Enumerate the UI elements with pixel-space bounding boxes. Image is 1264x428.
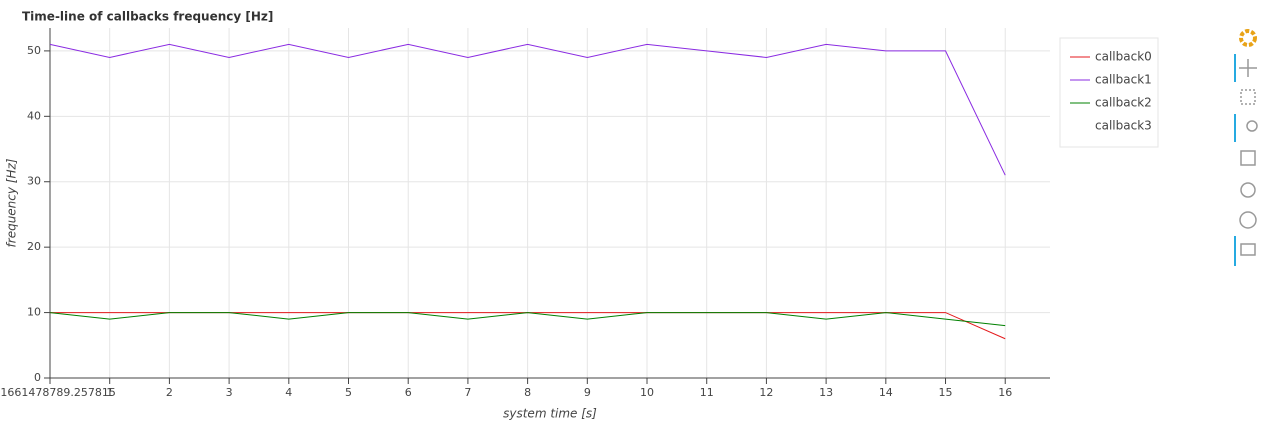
bokeh-logo <box>1239 29 1257 47</box>
save-tool[interactable] <box>1240 150 1256 166</box>
series-line <box>49 43 1006 176</box>
x-tick-label: 7 <box>464 386 471 399</box>
tool-active <box>1234 54 1236 82</box>
box-zoom-tool[interactable] <box>1240 89 1256 105</box>
x-tick-label: 11 <box>700 386 714 399</box>
x-axis-label: system time [s] <box>503 407 597 421</box>
x-tick-label: 1 <box>106 386 113 399</box>
x-tick-label: 8 <box>524 386 531 399</box>
x-tick-label: 5 <box>345 386 352 399</box>
x-tick-label: 4 <box>285 386 292 399</box>
legend-label: callback2 <box>1095 96 1152 110</box>
x-tick-label: 6 <box>405 386 412 399</box>
x-tick-label: 15 <box>939 386 953 399</box>
help-tool[interactable] <box>1239 211 1257 229</box>
y-tick-label: 10 <box>27 306 41 319</box>
y-axis-label: frequency [Hz] <box>5 158 19 247</box>
x-tick-label: 2 <box>166 386 173 399</box>
pan-tool[interactable] <box>1239 59 1257 77</box>
legend-label: callback3 <box>1095 119 1152 133</box>
x-tick-label: 10 <box>640 386 654 399</box>
wheel-zoom-tool[interactable] <box>1246 120 1258 132</box>
x-tick-label: 3 <box>226 386 233 399</box>
chart-title: Time-line of callbacks frequency [Hz] <box>22 10 273 24</box>
x-tick-label: 0+1661478789.257815 <box>0 386 116 399</box>
toolbar <box>1234 29 1258 266</box>
y-tick-label: 0 <box>34 371 41 384</box>
legend-box <box>1059 37 1159 148</box>
legend-label: callback1 <box>1095 73 1152 87</box>
x-tick-label: 9 <box>584 386 591 399</box>
x-tick-label: 14 <box>879 386 893 399</box>
hover-tool[interactable] <box>1240 243 1256 256</box>
tool-active <box>1234 236 1236 266</box>
y-tick-label: 40 <box>27 109 41 122</box>
reset-tool[interactable] <box>1240 182 1256 198</box>
x-tick-label: 13 <box>819 386 833 399</box>
x-tick-label: 12 <box>759 386 773 399</box>
y-tick-label: 30 <box>27 175 41 188</box>
y-tick-label: 50 <box>27 44 41 57</box>
tool-active <box>1234 114 1236 142</box>
y-tick-label: 20 <box>27 240 41 253</box>
x-tick-label: 16 <box>998 386 1012 399</box>
series-line <box>49 312 1006 327</box>
legend-label: callback0 <box>1095 50 1152 64</box>
